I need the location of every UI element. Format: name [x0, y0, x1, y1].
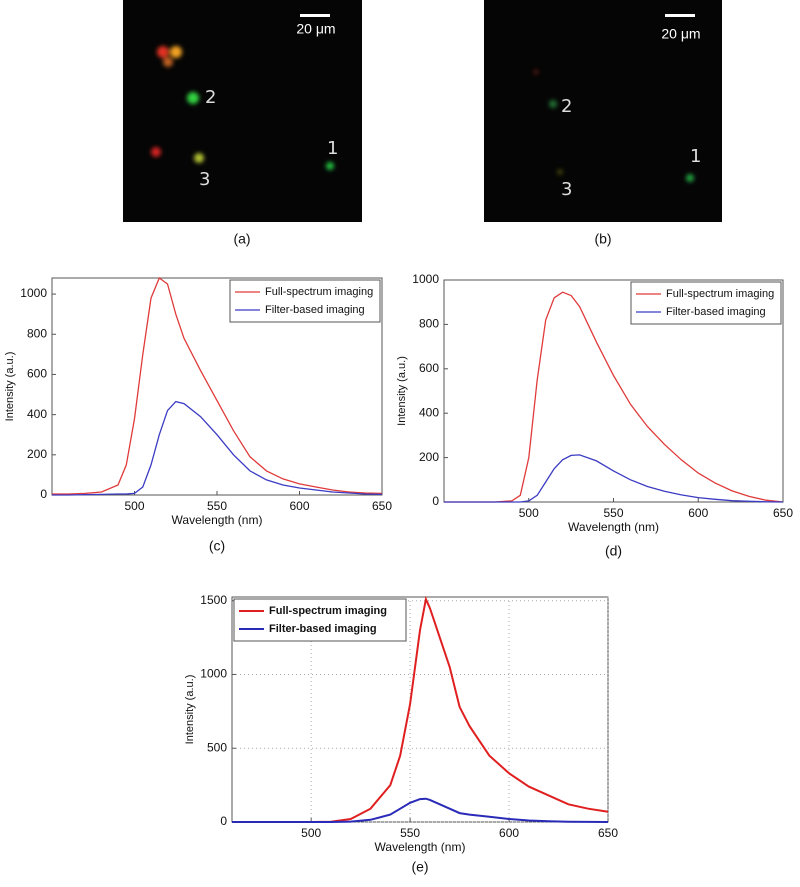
caption: (a) — [233, 231, 250, 247]
line-series — [444, 291, 784, 503]
scale-label: 20 μm — [661, 26, 700, 42]
y-tick-label: 400 — [419, 405, 439, 419]
cells — [151, 46, 334, 170]
y-tick-label: 800 — [419, 317, 439, 331]
legend-label: Filter-based imaging — [265, 304, 365, 316]
x-tick-label: 550 — [603, 506, 623, 520]
legend-label: Full-spectrum imaging — [265, 286, 373, 298]
cells — [533, 69, 694, 182]
cell-label: 1 — [327, 138, 338, 159]
x-tick-label: 550 — [400, 826, 420, 840]
x-axis-label: Wavelength (nm) — [375, 840, 466, 854]
y-tick-label: 600 — [419, 361, 439, 375]
y-axis-label: Intensity (a.u.) — [184, 675, 196, 745]
x-tick-label: 650 — [598, 826, 618, 840]
legend-label: Filter-based imaging — [269, 623, 377, 635]
micrograph — [123, 0, 362, 222]
y-tick-label: 200 — [419, 450, 439, 464]
y-tick-label: 1500 — [200, 593, 227, 607]
legend-label: Filter-based imaging — [666, 306, 766, 318]
scale-bar — [665, 14, 695, 17]
cell-label: 3 — [561, 179, 572, 200]
y-axis-label: Intensity (a.u.) — [4, 352, 16, 422]
legend-box — [233, 598, 407, 642]
line-series — [52, 276, 383, 495]
legend-box — [229, 279, 381, 323]
x-tick-label: 650 — [773, 506, 793, 520]
caption: (c) — [209, 538, 225, 554]
x-tick-label: 600 — [499, 826, 519, 840]
legend-box — [630, 281, 782, 325]
x-axis-label: Wavelength (nm) — [568, 520, 659, 534]
cell-label: 3 — [199, 169, 210, 190]
line-series — [232, 797, 609, 823]
y-tick-label: 0 — [220, 814, 227, 828]
y-tick-label: 0 — [40, 487, 47, 501]
y-tick-label: 500 — [207, 740, 227, 754]
x-tick-label: 600 — [289, 499, 309, 513]
legend-label: Full-spectrum imaging — [269, 605, 387, 617]
x-tick-label: 650 — [372, 499, 392, 513]
line-series — [444, 454, 784, 503]
y-tick-label: 1000 — [20, 286, 47, 300]
line-series — [52, 400, 383, 496]
caption: (d) — [605, 543, 622, 559]
scale-bar — [300, 14, 330, 17]
y-axis-label: Intensity (a.u.) — [396, 356, 408, 426]
legend-label: Full-spectrum imaging — [666, 288, 774, 300]
x-tick-label: 500 — [519, 506, 539, 520]
x-tick-label: 500 — [301, 826, 321, 840]
x-tick-label: 500 — [124, 499, 144, 513]
x-tick-label: 550 — [207, 499, 227, 513]
cell-label: 1 — [690, 146, 701, 167]
caption: (e) — [411, 859, 428, 875]
scale-label: 20 μm — [296, 21, 335, 37]
y-tick-label: 0 — [432, 494, 439, 508]
x-tick-label: 600 — [688, 506, 708, 520]
cell-label: 2 — [561, 96, 572, 117]
cell-label: 2 — [205, 87, 216, 108]
y-tick-label: 200 — [27, 447, 47, 461]
y-tick-label: 600 — [27, 367, 47, 381]
y-tick-label: 1000 — [200, 667, 227, 681]
y-tick-label: 1000 — [412, 272, 439, 286]
x-axis-label: Wavelength (nm) — [172, 513, 263, 527]
micrograph — [484, 0, 722, 222]
y-tick-label: 800 — [27, 326, 47, 340]
caption: (b) — [594, 231, 611, 247]
y-tick-label: 400 — [27, 407, 47, 421]
